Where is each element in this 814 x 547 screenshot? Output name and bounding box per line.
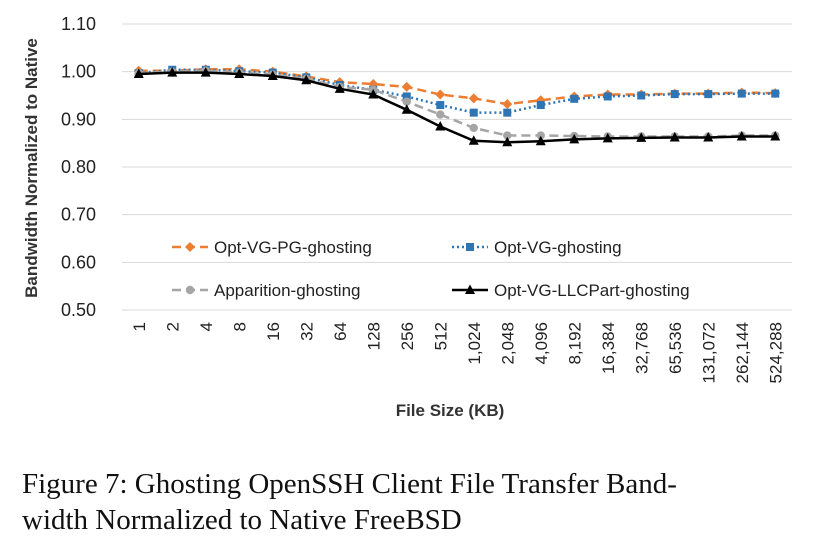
data-point [536,101,545,110]
data-point [503,108,512,117]
legend-item: Opt-VG-LLCPart-ghosting [452,281,690,300]
data-point [669,131,680,142]
data-point [436,101,445,110]
legend-item: Opt-VG-PG-ghosting [172,238,372,257]
x-tick-label: 128 [364,322,383,350]
data-point [468,93,479,104]
data-point [401,81,412,92]
data-point [737,89,746,98]
y-tick-label: 0.50 [61,300,96,320]
data-point [401,104,412,114]
legend-swatch-marker [185,242,195,252]
y-tick-label: 0.60 [61,252,96,272]
data-point [771,89,780,98]
x-tick-label: 64 [331,322,350,341]
figure-caption: Figure 7: Ghosting OpenSSH Client File T… [22,466,802,538]
data-point [502,136,513,147]
x-tick-label: 1,024 [465,322,484,365]
data-point [770,130,781,141]
data-point [703,131,714,142]
line-chart: 0.500.600.700.800.901.001.10 1 2 4 8 16 32 64 1… [22,14,792,420]
data-point [468,135,479,145]
legend-item: Apparition-ghosting [172,281,360,300]
caption-line-1: Figure 7: Ghosting OpenSSH Client File T… [22,468,677,500]
y-axis-title: Bandwidth Normalized to Native [22,38,41,298]
series-line [138,69,776,138]
data-point [368,89,379,99]
legend-item: Opt-VG-ghosting [452,238,622,257]
legend-swatch-marker [185,285,195,295]
x-axis-title: File Size (KB) [396,401,505,420]
data-point [435,120,446,131]
x-tick-label: 4,096 [532,322,551,365]
data-point [503,131,512,140]
y-tick-label: 1.10 [61,14,96,34]
legend-label: Opt-VG-PG-ghosting [214,238,372,257]
data-point [469,123,478,133]
data-point [603,92,612,101]
y-axis-ticks: 0.50 0.60 0.70 0.80 0.90 1.00 1.10 [61,14,96,320]
x-axis-ticks: 1 2 4 8 16 32 64 128 256 512 1,024 2,048 4,096 8,192 1… [130,322,786,383]
data-point [301,74,312,85]
x-tick-label: 131,072 [699,322,718,383]
data-point [167,67,178,77]
y-tick-label: 0.80 [61,157,96,177]
series-opt-vg-llcpart-ghosting [133,67,781,147]
x-tick-label: 16,384 [599,322,618,374]
data-point [570,94,579,103]
data-point [402,92,411,101]
legend-swatch-marker [466,243,474,251]
series-line [138,71,776,144]
data-point [636,132,647,142]
x-tick-label: 32 [297,322,316,341]
legend: Opt-VG-PG-ghosting Opt-VG-ghosting Apparit… [172,238,690,300]
gridlines [122,23,792,311]
data-point [469,108,478,117]
data-point [200,67,211,77]
data-point [637,91,646,100]
x-tick-label: 512 [431,322,450,350]
data-point [436,110,445,119]
x-tick-label: 2 [163,322,182,331]
legend-label: Opt-VG-ghosting [494,238,622,257]
y-tick-label: 0.70 [61,205,96,225]
legend-label: Apparition-ghosting [214,281,360,300]
series-opt-vg-ghosting [134,65,780,117]
caption-line-2: width Normalized to Native FreeBSD [22,504,462,536]
data-point [535,135,546,146]
data-point [133,68,144,79]
data-point [670,90,679,99]
data-point [267,70,278,80]
x-tick-label: 8 [230,322,249,331]
x-tick-label: 65,536 [666,322,685,374]
series-group [133,64,781,147]
series-line [138,68,776,114]
x-tick-label: 1 [130,322,149,331]
x-tick-label: 16 [264,322,283,341]
data-point [569,133,580,144]
data-point [536,131,545,140]
y-tick-label: 1.00 [61,62,96,82]
x-tick-label: 2,048 [498,322,517,365]
data-point [502,99,513,110]
data-point [435,89,446,100]
data-point [334,83,345,93]
x-tick-label: 262,144 [733,322,752,383]
x-tick-label: 32,768 [632,322,651,374]
y-tick-label: 0.90 [61,109,96,129]
x-tick-label: 4 [197,322,216,331]
x-tick-label: 8,192 [565,322,584,365]
data-point [736,130,747,141]
data-point [602,132,613,143]
legend-swatch-marker [465,284,475,294]
x-tick-label: 524,288 [766,322,785,383]
series-apparition-ghosting [134,66,780,141]
data-point [234,68,245,79]
x-tick-label: 256 [398,322,417,350]
data-point [402,97,411,106]
data-point [704,90,713,99]
legend-label: Opt-VG-LLCPart-ghosting [494,281,690,300]
